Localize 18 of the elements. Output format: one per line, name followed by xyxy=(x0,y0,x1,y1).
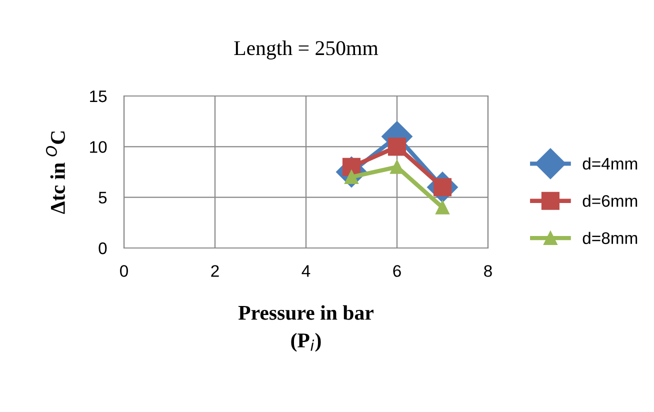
x-tick-label: 6 xyxy=(393,265,401,277)
x-tick-label: 8 xyxy=(484,265,492,277)
y-tick-label: 0 xyxy=(98,242,107,254)
legend-label: d=6mm xyxy=(582,194,638,207)
point xyxy=(390,160,404,174)
y-tick-label: 10 xyxy=(90,141,107,153)
legend-label: d=8mm xyxy=(582,232,638,244)
y-tick-label: 15 xyxy=(90,90,107,102)
x-tick-label: 0 xyxy=(120,265,128,277)
legend-label: d=4mm xyxy=(582,157,638,170)
x-tick-label: 4 xyxy=(302,265,310,277)
x-axis-title: Pressure in bar (P$_{i}$) xyxy=(238,305,374,352)
point xyxy=(388,138,406,156)
chart-title: Length = 250mm xyxy=(234,40,378,60)
point xyxy=(436,200,450,214)
y-tick-label: 5 xyxy=(98,192,107,204)
y-axis-title: Δtc in $^{O}$C xyxy=(46,131,65,214)
x-tick-label: 2 xyxy=(211,265,219,277)
